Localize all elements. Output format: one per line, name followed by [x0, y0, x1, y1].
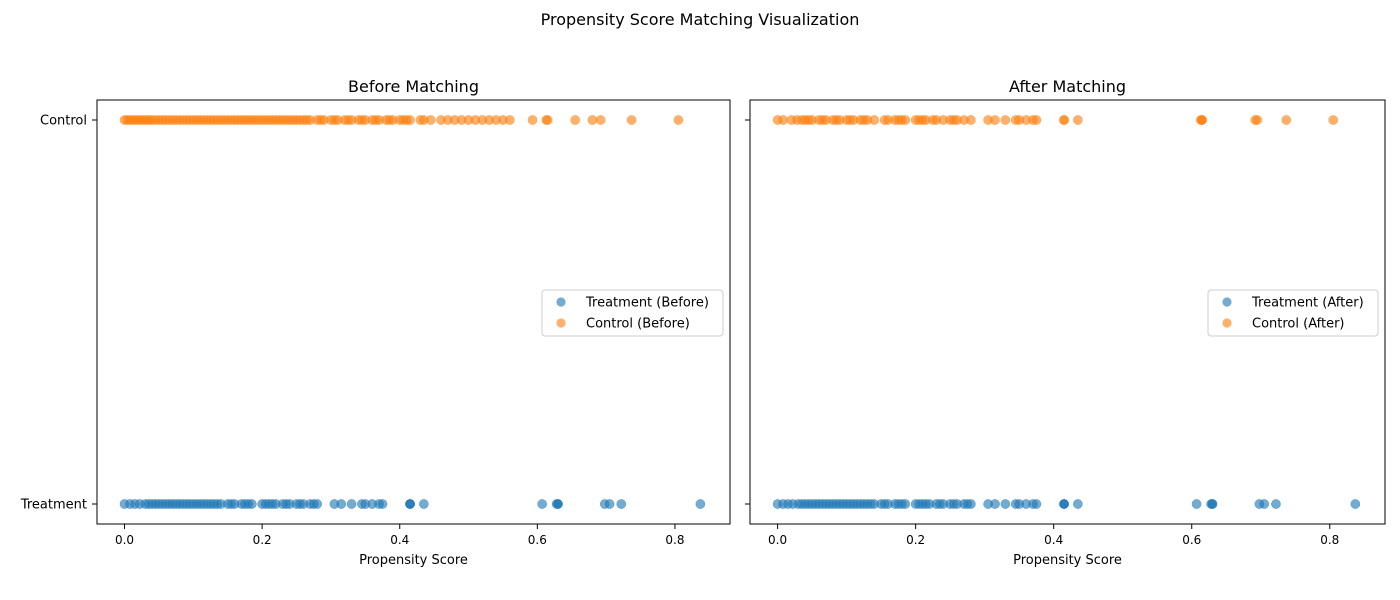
data-point — [418, 499, 429, 509]
x-tick-label: 0.4 — [1044, 533, 1063, 547]
data-point — [778, 115, 788, 125]
data-point — [900, 115, 911, 125]
data-point — [1350, 499, 1361, 509]
plot-frame — [749, 99, 1386, 525]
data-point — [1031, 115, 1042, 125]
legend: Treatment (Before) Control (Before) — [541, 289, 724, 337]
data-point — [1197, 115, 1207, 125]
data-point — [604, 499, 615, 509]
data-point — [1191, 499, 1202, 509]
x-tick-label: 0.2 — [253, 533, 272, 547]
chart-title: After Matching — [1009, 77, 1126, 96]
x-tick-label: 0.2 — [906, 533, 925, 547]
data-point — [695, 499, 706, 509]
data-point — [246, 499, 257, 509]
data-point — [1252, 115, 1263, 125]
data-point — [616, 499, 627, 509]
data-point — [377, 499, 388, 509]
data-point — [405, 115, 415, 125]
chart-panel-2: After Matching 0.0 0.2 0.4 0.6 0.8 Propensity … — [745, 77, 1386, 568]
data-point — [1259, 499, 1270, 509]
data-point — [1059, 499, 1069, 509]
data-point — [966, 499, 976, 509]
data-point — [425, 115, 436, 125]
x-axis-label: Propensity Score — [1013, 553, 1122, 568]
legend-marker — [1222, 297, 1232, 307]
series-treatment — [772, 499, 1361, 509]
data-point — [990, 499, 1000, 509]
legend-label: Treatment (Before) — [585, 296, 709, 311]
data-point — [1328, 115, 1339, 125]
data-point — [346, 499, 357, 509]
x-tick-label: 0.8 — [1320, 533, 1339, 547]
data-point — [900, 499, 911, 509]
data-point — [542, 115, 553, 125]
legend-box — [1207, 289, 1379, 337]
data-point — [1281, 115, 1292, 125]
legend-label: Control (Before) — [586, 317, 690, 332]
data-point — [869, 115, 880, 125]
data-point — [1073, 115, 1083, 125]
data-point — [312, 499, 323, 509]
data-point — [527, 115, 538, 125]
chart-title: Before Matching — [348, 77, 479, 96]
data-point — [570, 115, 581, 125]
series-control — [772, 115, 1339, 125]
data-point — [1059, 115, 1069, 125]
legend: Treatment (After) Control (After) — [1207, 289, 1379, 337]
plot-frame — [96, 99, 731, 525]
legend-label: Control (After) — [1252, 317, 1345, 332]
x-tick-label: 0.0 — [115, 533, 134, 547]
legend-marker — [556, 318, 566, 328]
data-point — [405, 499, 415, 509]
x-tick-label: 0.0 — [768, 533, 787, 547]
legend-marker — [556, 297, 566, 307]
data-point — [966, 115, 976, 125]
data-point — [1271, 499, 1281, 509]
data-point — [1073, 499, 1083, 509]
y-tick-label: Control — [40, 114, 87, 129]
data-point — [990, 115, 1000, 125]
data-point — [673, 115, 684, 125]
series-treatment — [119, 499, 706, 509]
x-tick-label: 0.8 — [665, 533, 684, 547]
x-axis-label: Propensity Score — [359, 553, 468, 568]
data-point — [595, 115, 606, 125]
figure-title: Propensity Score Matching Visualization — [540, 10, 860, 29]
data-point — [336, 499, 347, 509]
data-point — [553, 499, 563, 509]
data-point — [504, 115, 515, 125]
legend-box — [541, 289, 724, 337]
x-tick-label: 0.4 — [390, 533, 409, 547]
data-point — [537, 499, 548, 509]
legend-marker — [1222, 318, 1232, 328]
data-point — [1000, 115, 1011, 125]
data-point — [626, 115, 637, 125]
legend-label: Treatment (After) — [1251, 296, 1364, 311]
data-point — [1207, 499, 1218, 509]
series-control — [119, 115, 684, 125]
data-point — [1000, 499, 1011, 509]
x-tick-label: 0.6 — [528, 533, 547, 547]
data-point — [587, 115, 598, 125]
y-tick-label: Treatment — [20, 498, 87, 513]
x-tick-label: 0.6 — [1182, 533, 1201, 547]
data-point — [1031, 499, 1042, 509]
chart-panel-1: Before Matching 0.0 0.2 0.4 0.6 0.8 Propensity… — [20, 77, 731, 568]
